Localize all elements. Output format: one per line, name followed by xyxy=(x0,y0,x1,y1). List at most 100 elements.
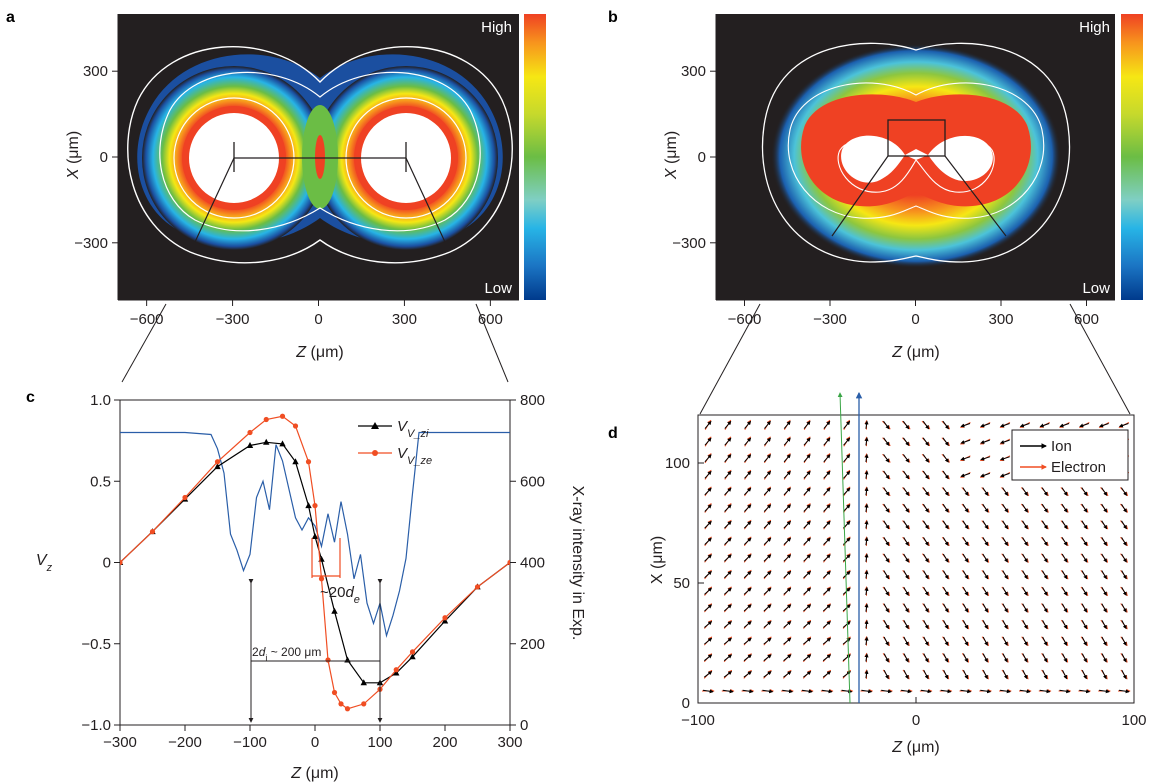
ion-arrow xyxy=(864,586,869,596)
ion-arrow xyxy=(962,487,969,496)
d-ytick-label: 50 xyxy=(673,575,690,592)
ion-arrow xyxy=(1041,487,1048,496)
ion-arrow xyxy=(743,654,752,662)
vzi-point xyxy=(393,669,400,676)
ion-arrow xyxy=(823,437,831,446)
ion-arrow xyxy=(724,454,732,463)
ion-arrow xyxy=(803,437,811,446)
panel-c-axes: 1.0 0.5 0 −0.5 −1.0 800 600 400 200 0 −300 −200 −100… xyxy=(81,392,545,751)
ion-arrow xyxy=(903,470,910,480)
ion-arrow xyxy=(803,621,812,628)
c-xtick-label: 100 xyxy=(367,734,392,751)
ion-arrow xyxy=(942,470,949,480)
ion-arrow xyxy=(982,537,989,546)
ion-arrow xyxy=(803,637,812,645)
ion-arrow xyxy=(1118,689,1130,694)
ion-arrow xyxy=(982,570,989,580)
ion-arrow xyxy=(942,454,949,463)
ion-arrow xyxy=(783,604,792,612)
ion-arrow xyxy=(864,420,869,429)
panel-c-frame xyxy=(119,399,511,726)
c-ytick-right-label: 600 xyxy=(520,473,545,490)
zoom-line-b-right xyxy=(944,155,1007,237)
ion-arrow xyxy=(1002,603,1008,613)
ion-arrow xyxy=(744,470,752,479)
panel-d-quiver xyxy=(702,419,1131,694)
ion-arrow xyxy=(743,537,752,545)
ion-arrow xyxy=(883,570,890,580)
ion-arrow xyxy=(823,420,831,429)
vze-point xyxy=(149,529,156,535)
ion-arrow xyxy=(783,587,792,595)
ion-arrow xyxy=(724,470,732,479)
ion-arrow xyxy=(942,586,949,596)
ion-arrow xyxy=(1002,503,1009,513)
legend-vze-marker xyxy=(372,450,378,456)
ion-arrow xyxy=(762,689,774,694)
ion-arrow xyxy=(903,603,909,613)
ion-arrow xyxy=(723,637,732,645)
ion-arrow xyxy=(982,487,989,496)
ion-arrow xyxy=(883,487,890,496)
ion-arrow xyxy=(823,470,831,479)
ion-arrow xyxy=(842,554,851,562)
b-xtick-label: 300 xyxy=(988,311,1013,328)
cavity-left xyxy=(841,135,905,183)
ion-arrow xyxy=(1042,653,1048,663)
ion-arrow xyxy=(1101,487,1108,496)
center-hotspot xyxy=(315,135,325,179)
ion-arrow xyxy=(982,553,989,563)
a-xtick-label: 300 xyxy=(392,311,417,328)
vze-point xyxy=(214,459,221,465)
ion-arrow xyxy=(1000,472,1010,478)
a-xtick-label: −600 xyxy=(130,311,164,328)
panel-b-ylabel: X (μm) xyxy=(663,131,680,180)
ion-arrow xyxy=(942,437,949,446)
ion-arrow xyxy=(942,503,949,513)
panel-a-heatmap xyxy=(127,46,513,264)
ion-arrow xyxy=(903,586,909,596)
ion-arrow xyxy=(861,689,873,694)
ion-arrow xyxy=(1081,570,1088,580)
ion-arrow xyxy=(982,620,988,630)
ion-arrow xyxy=(1061,636,1068,646)
ion-arrow xyxy=(1002,537,1009,546)
a-ytick-label: 300 xyxy=(83,63,108,80)
ion-arrow xyxy=(1002,520,1009,530)
b-xtick-label: −300 xyxy=(813,311,847,328)
ion-arrow xyxy=(1002,570,1008,580)
ion-arrow xyxy=(803,587,811,595)
vze-point xyxy=(325,657,331,663)
ion-arrow xyxy=(822,604,831,612)
ion-arrow xyxy=(923,636,929,646)
ion-arrow xyxy=(822,621,831,628)
ion-arrow xyxy=(962,553,969,563)
d-xtick-label: −100 xyxy=(681,712,715,729)
ion-arrow xyxy=(743,587,752,595)
ion-arrow xyxy=(960,423,971,428)
ion-arrow xyxy=(842,637,851,645)
vzi-point xyxy=(263,438,270,445)
ion-arrow xyxy=(922,454,930,463)
ion-arrow xyxy=(1039,423,1050,428)
ion-arrow xyxy=(1061,553,1068,563)
c-ytick-left-label: −0.5 xyxy=(81,636,111,653)
ion-arrow xyxy=(883,553,890,563)
legend-ion-label: Ion xyxy=(1051,438,1072,455)
ion-arrow xyxy=(1120,487,1128,496)
ion-arrow xyxy=(1061,620,1068,630)
ion-arrow xyxy=(982,636,988,646)
ion-arrow xyxy=(1101,570,1107,580)
panel-b-heatmap xyxy=(761,42,1071,268)
ion-arrow xyxy=(1061,586,1068,596)
ion-arrow xyxy=(883,454,890,463)
c-ytick-right-label: 800 xyxy=(520,392,545,409)
ion-arrow xyxy=(1042,603,1048,613)
ion-arrow xyxy=(963,669,969,680)
panel-d-label: d xyxy=(608,425,618,442)
ion-arrow xyxy=(763,604,772,612)
ion-arrow xyxy=(864,653,869,662)
ion-arrow xyxy=(803,604,812,612)
connector-a-right xyxy=(475,303,509,383)
